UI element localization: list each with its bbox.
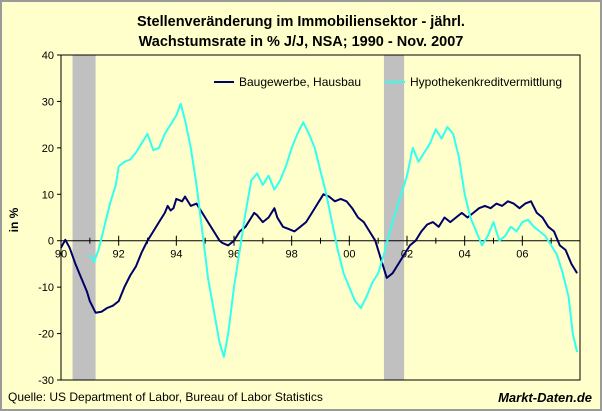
legend-label-baugewerbe: Baugewerbe, Hausbau: [239, 75, 361, 89]
source-note: Quelle: US Department of Labor, Bureau o…: [8, 390, 323, 404]
x-tick-label-96: 96: [228, 249, 240, 261]
x-tick-label-00: 00: [343, 249, 355, 261]
x-tick-label-04: 04: [459, 249, 471, 261]
y-tick-label-1: 30: [42, 96, 54, 108]
y-tick-label-7: -30: [38, 375, 54, 387]
x-tick-label-90: 90: [55, 249, 67, 261]
y-tick-label-4: 0: [48, 236, 54, 248]
y-tick-label-0: 40: [42, 50, 54, 62]
legend-label-hypotheken: Hypothekenkreditvermittlung: [410, 75, 562, 89]
x-tick-label-06: 06: [516, 249, 528, 261]
series-line-hypotheken: [88, 102, 579, 358]
chart-title-line-1: Stellenveränderung im Immobiliensektor -…: [137, 14, 465, 30]
brand-label: Markt-Daten.de: [498, 390, 592, 405]
x-tick-label-92: 92: [113, 249, 125, 261]
y-axis-label: in %: [7, 207, 21, 232]
chart-legend: Baugewerbe, Hausbau Hypothekenkreditverm…: [214, 75, 562, 89]
y-tick-label-5: -10: [38, 282, 54, 294]
y-tick-label-6: -20: [38, 329, 54, 341]
x-tick-label-02: 02: [401, 249, 413, 261]
y-tick-label-2: 20: [42, 143, 54, 155]
series-line-baugewerbe: [60, 193, 578, 314]
x-tick-label-94: 94: [170, 249, 182, 261]
plot-area: [60, 54, 581, 381]
chart-title-line-2: Wachstumsrate in % J/J, NSA; 1990 - Nov.…: [139, 34, 464, 50]
x-tick-labels: 90 92 94 96 98 00 02 04 06: [55, 249, 529, 261]
y-tick-labels: 40 30 20 10 0 -10 -20 -30: [38, 50, 54, 387]
y-tick-label-3: 10: [42, 189, 54, 201]
series-lines: [60, 102, 579, 358]
x-tick-label-98: 98: [286, 249, 298, 261]
